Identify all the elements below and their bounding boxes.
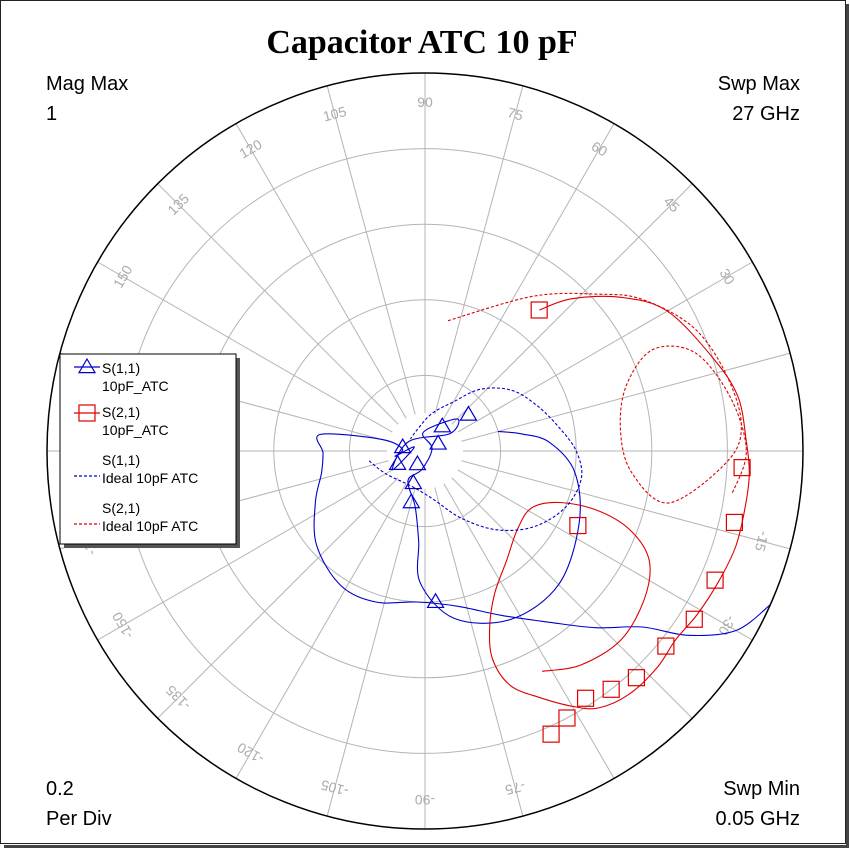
trace-s21-ideal-line	[447, 292, 747, 504]
grid-spoke	[451, 183, 693, 425]
legend-entry-s21-ideal: S(2,1) Ideal 10pF ATC	[74, 500, 198, 534]
chart-title: Capacitor ATC 10 pF	[266, 24, 577, 61]
grid-spoke	[434, 487, 524, 817]
trace-s11-ideal	[368, 387, 583, 531]
sweep-min-value: 0.05 GHz	[716, 808, 800, 830]
grid-spoke	[451, 477, 693, 719]
grid-spoke	[457, 469, 753, 641]
angle-tick-label: 75	[506, 104, 525, 124]
angle-tick-label: -75	[503, 778, 527, 799]
grid-spoke	[434, 85, 524, 415]
triangle-marker	[429, 434, 448, 450]
square-marker	[78, 404, 96, 422]
legend-s21-ideal-name: S(2,1)	[102, 500, 140, 516]
triangle-marker	[433, 417, 452, 433]
mag-max-value: 1	[46, 103, 57, 125]
angle-tick-label: -15	[752, 529, 773, 553]
grid-spoke	[457, 261, 753, 433]
square-marker	[627, 669, 645, 687]
square-marker	[602, 680, 620, 698]
square-marker	[733, 459, 751, 477]
angle-tick-label: -150	[109, 609, 137, 641]
sweep-min-label: Swp Min	[723, 778, 800, 800]
trace-s21-ideal	[447, 292, 747, 504]
grid-spoke	[235, 483, 407, 779]
trace-s21-measured-line	[488, 295, 750, 710]
triangle-marker	[404, 473, 423, 490]
grid-spoke	[326, 85, 416, 415]
trace-s21-measured	[488, 295, 751, 743]
per-div-value: 0.2	[46, 778, 74, 800]
sweep-max-label: Swp Max	[718, 73, 800, 95]
legend-box	[59, 353, 237, 545]
square-marker	[530, 301, 548, 319]
frame-shadow-bottom	[4, 845, 849, 848]
legend-entry-s11: S(1,1) 10pF_ATC	[74, 357, 169, 394]
legend[interactable]: S(1,1) 10pF_ATC S(2,1) 10pF_ATC S(1,1) I…	[59, 353, 240, 548]
triangle-marker	[388, 454, 407, 470]
triangle-marker	[402, 492, 421, 509]
angle-tick-label: -120	[234, 739, 266, 767]
angle-tick-label: 30	[716, 266, 738, 288]
grid-spoke	[157, 183, 399, 425]
mag-max-label: Mag Max	[46, 73, 128, 95]
legend-s11-ideal-name: S(1,1)	[102, 452, 140, 468]
square-marker	[558, 709, 576, 727]
square-marker	[542, 725, 560, 743]
per-div-label: Per Div	[46, 808, 112, 830]
triangle-marker	[393, 437, 412, 454]
legend-s21-name: S(2,1)	[102, 404, 140, 420]
angle-tick-label: 120	[236, 136, 264, 162]
legend-s11-ideal-source: Ideal 10pF ATC	[102, 470, 198, 486]
traces	[313, 292, 771, 743]
square-marker	[706, 571, 724, 589]
triangle-marker	[408, 454, 427, 471]
legend-entry-s21: S(2,1) 10pF_ATC	[74, 404, 169, 438]
grid-spoke	[157, 477, 399, 719]
square-marker	[657, 637, 675, 655]
grid-spoke	[97, 469, 393, 641]
legend-s11-name: S(1,1)	[102, 360, 140, 376]
angle-tick-label: -90	[415, 792, 435, 808]
triangle-marker	[77, 357, 97, 374]
trace-s11-measured-line	[313, 418, 771, 637]
legend-s11-source: 10pF_ATC	[102, 378, 169, 394]
triangle-marker	[459, 405, 478, 421]
legend-entry-s11-ideal: S(1,1) Ideal 10pF ATC	[74, 452, 198, 486]
legend-swatch-marker	[77, 357, 97, 374]
grid-spoke	[461, 352, 791, 442]
angle-tick-label: 150	[110, 262, 136, 290]
sweep-max-value: 27 GHz	[732, 103, 800, 125]
grid-spoke	[235, 123, 407, 419]
square-marker	[576, 689, 595, 707]
frame-shadow-right	[846, 4, 849, 847]
angle-tick-label: -105	[319, 777, 350, 800]
trace-s11-measured	[313, 405, 771, 637]
outer-circle	[46, 72, 804, 830]
trace-s11-ideal-line	[368, 387, 583, 531]
grid-spoke	[443, 483, 615, 779]
angle-tick-label: 60	[589, 138, 611, 160]
angle-tick-label: 90	[417, 94, 433, 110]
grid-spoke	[97, 261, 393, 433]
square-marker	[725, 513, 743, 532]
square-marker	[685, 610, 703, 628]
angle-tick-label: 105	[321, 103, 348, 125]
grid-spoke	[461, 460, 791, 550]
triangle-marker	[426, 592, 445, 609]
grid-spoke	[443, 123, 615, 419]
legend-s21-ideal-source: Ideal 10pF ATC	[102, 518, 198, 534]
legend-swatch-marker	[78, 404, 96, 422]
legend-s21-source: 10pF_ATC	[102, 422, 169, 438]
grid-spoke	[326, 487, 416, 817]
square-marker	[569, 516, 587, 535]
